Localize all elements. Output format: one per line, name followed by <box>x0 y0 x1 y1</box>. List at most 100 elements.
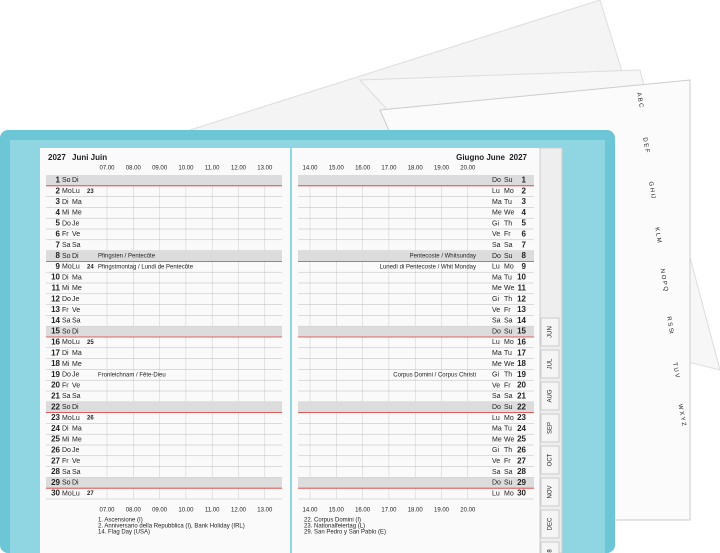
weekday: Su <box>504 328 513 335</box>
month-tab <box>540 413 560 443</box>
hour-label: 11.00 <box>205 508 220 514</box>
day-number: 5 <box>56 219 61 228</box>
index-tab-label: G H IJ <box>647 181 656 199</box>
weekday: Sa <box>72 242 81 249</box>
weekday: Mo <box>504 339 514 346</box>
weekday: Sa <box>72 469 81 476</box>
weekday: Di <box>62 426 69 433</box>
month-tab-label: DEC <box>548 517 554 530</box>
weekday: Di <box>62 350 69 357</box>
sunday-band <box>46 477 282 489</box>
day-number: 17 <box>51 348 60 357</box>
holiday: Pentecoste / Whitsunday <box>410 254 476 260</box>
weekday: Gi <box>492 296 499 303</box>
weekday: Ve <box>492 231 500 238</box>
weekday: Sa <box>62 393 71 400</box>
index-tab-label: A B C <box>635 92 644 109</box>
day-number: 10 <box>517 273 526 282</box>
day-number: 11 <box>518 284 527 293</box>
index-tab-label: R S St <box>665 316 674 334</box>
weekday: So <box>62 404 71 411</box>
weekday: Di <box>72 404 79 411</box>
weekday: Mo <box>504 490 514 497</box>
weekday: So <box>62 328 71 335</box>
weekday: We <box>504 361 514 368</box>
right-year: 2027 <box>509 153 527 162</box>
weekday: Ve <box>492 307 500 314</box>
weekday: Mi <box>62 361 70 368</box>
weekday: Lu <box>72 264 80 271</box>
week-number: 26 <box>87 416 94 422</box>
weekday: Su <box>504 404 513 411</box>
weekday: Di <box>72 328 79 335</box>
day-number: 6 <box>522 230 527 239</box>
footnote: 22. Corpus Domini (I) <box>304 518 361 524</box>
weekday: Fr <box>504 382 511 389</box>
day-number: 3 <box>56 197 61 206</box>
weekday: Mo <box>62 415 72 422</box>
hour-label: 19.00 <box>434 166 450 172</box>
week-number: 23 <box>87 189 94 195</box>
weekday: Me <box>492 361 502 368</box>
weekday: Sa <box>492 469 501 476</box>
day-number: 30 <box>517 489 526 498</box>
weekday: Ve <box>492 382 500 389</box>
day-number: 26 <box>517 446 526 455</box>
weekday: Tu <box>504 350 512 357</box>
weekday: So <box>62 480 71 487</box>
hour-label: 20.00 <box>460 166 476 172</box>
weekday: Di <box>62 274 69 281</box>
weekday: Ma <box>72 350 82 357</box>
month-tab-label: JUL <box>548 358 554 369</box>
week-number: 27 <box>87 491 94 497</box>
hour-label: 10.00 <box>178 166 194 172</box>
weekday: Su <box>504 177 513 184</box>
weekday: Gi <box>492 220 499 227</box>
week-number: 24 <box>87 264 94 270</box>
weekday: Me <box>72 361 82 368</box>
weekday: Sa <box>492 393 501 400</box>
day-number: 16 <box>517 338 526 347</box>
hour-label: 09.00 <box>152 508 168 514</box>
weekday: Mi <box>62 210 70 217</box>
month-tab-label: 2028 <box>548 549 554 553</box>
weekday: Sa <box>504 318 513 325</box>
hour-label: 10.00 <box>178 508 194 514</box>
sunday-band <box>46 326 282 337</box>
weekday: Fr <box>62 231 69 238</box>
day-number: 10 <box>51 273 60 282</box>
weekday: Tu <box>504 274 512 281</box>
right-month: Giugno June <box>456 153 505 162</box>
weekday: Mi <box>62 436 70 443</box>
index-tab-label: K L M <box>653 227 662 243</box>
weekday: Me <box>492 210 502 217</box>
sunday-band <box>298 326 534 337</box>
hour-label: 20.00 <box>460 508 476 514</box>
weekday: Tu <box>504 426 512 433</box>
weekday: Sa <box>504 242 513 249</box>
sunday-band <box>46 175 282 186</box>
weekday: Gi <box>492 447 499 454</box>
day-number: 8 <box>56 251 61 260</box>
weekday: So <box>62 177 71 184</box>
weekday: Lu <box>72 188 80 195</box>
day-number: 21 <box>51 392 60 401</box>
day-number: 4 <box>56 208 61 217</box>
month-tab-label: AUG <box>548 389 554 402</box>
index-tab-label: D E F <box>641 137 650 153</box>
hour-label: 12.00 <box>231 166 247 172</box>
hour-label: 13.00 <box>257 166 273 172</box>
weekday: Me <box>72 436 82 443</box>
day-number: 24 <box>51 424 60 433</box>
weekday: Je <box>72 372 80 379</box>
weekday: Lu <box>492 490 500 497</box>
day-number: 9 <box>56 262 61 271</box>
weekday: Sa <box>62 469 71 476</box>
index-tab-label: T U V <box>671 362 680 378</box>
hour-label: 12.00 <box>231 508 247 514</box>
weekday: Gi <box>492 372 499 379</box>
day-number: 12 <box>51 294 60 303</box>
weekday: So <box>62 253 71 260</box>
holiday: Corpus Domini / Corpus Christi <box>393 372 476 378</box>
